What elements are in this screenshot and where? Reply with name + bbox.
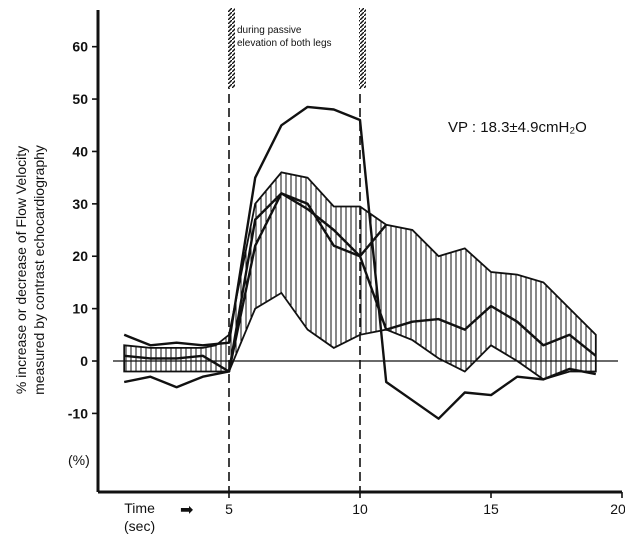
x-tick-label: 20	[610, 501, 625, 517]
y-tick-label: 30	[72, 196, 88, 212]
sd-band	[123, 171, 597, 381]
y-tick-label: 40	[72, 143, 88, 159]
time-unit-label: (sec)	[124, 518, 156, 534]
series-line-1	[123, 105, 597, 420]
y-unit-label: (%)	[68, 452, 90, 468]
phase-marker-hatch	[359, 8, 366, 88]
phase-label-line-1: during passive	[237, 25, 302, 36]
series-line-3	[123, 192, 388, 389]
x-tick-label: 15	[483, 501, 499, 517]
y-tick-label: 60	[72, 39, 88, 55]
y-tick-label: 50	[72, 91, 88, 107]
y-tick-label: -10	[68, 405, 88, 421]
y-tick-label: 20	[72, 248, 88, 264]
vp-annotation: VP : 18.3±4.9cmH₂O	[448, 119, 587, 136]
y-tick-label: 10	[72, 301, 88, 317]
time-label: Time	[124, 500, 155, 516]
phase-label: during passive elevation of both legs	[237, 24, 332, 50]
x-axis-label: Time (sec)	[124, 499, 155, 535]
y-tick-label: 0	[80, 353, 88, 369]
right-arrow-icon: ➡	[180, 502, 194, 519]
phase-label-line-2: elevation of both legs	[237, 38, 332, 49]
x-tick-label: 10	[352, 501, 368, 517]
y-axis-label-line-1: % increase or decrease of Flow Velocity	[13, 145, 29, 395]
x-tick-label: 5	[225, 501, 233, 517]
y-axis-label-line-2: measured by contrast echocardiography	[31, 145, 47, 395]
phase-marker-hatch	[228, 8, 235, 88]
